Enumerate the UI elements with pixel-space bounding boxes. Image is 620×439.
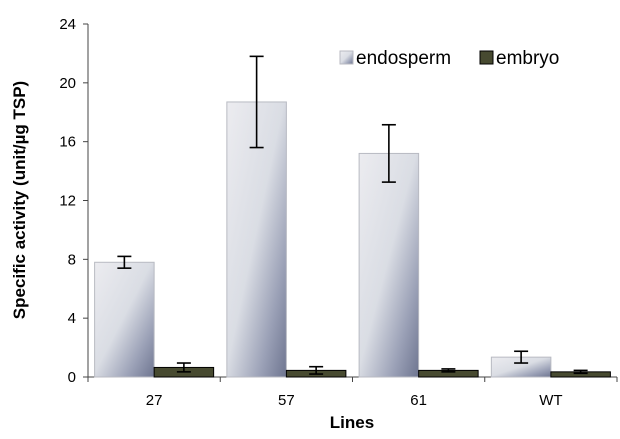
x-tick-label: 61: [410, 392, 427, 409]
y-tick-label: 12: [59, 193, 76, 210]
y-tick-label: 4: [68, 310, 76, 327]
y-tick-label: 16: [59, 134, 76, 151]
legend-swatch-endosperm: [339, 50, 354, 65]
y-tick-label: 20: [59, 75, 76, 92]
y-tick-label: 8: [68, 251, 76, 268]
x-tick-label: WT: [539, 392, 562, 409]
legend-label-embryo: embryo: [496, 48, 559, 69]
legend-swatch-embryo: [479, 50, 494, 65]
x-axis-title: Lines: [330, 413, 374, 432]
error-bars: [117, 55, 588, 375]
bar-endosperm-61: [358, 152, 420, 378]
bar-endosperm-27: [94, 261, 155, 378]
axes: [87, 24, 617, 378]
legend: endosperm embryo: [339, 48, 559, 69]
y-tick-label: 0: [68, 369, 76, 386]
bars: [94, 101, 611, 378]
y-axis-title: Specific activity (unit/µg TSP): [10, 81, 29, 319]
y-ticks: 0 4 8 12 16 20 24: [59, 16, 88, 386]
x-tick-label: 57: [278, 392, 295, 409]
x-ticks: 27 57 61 WT: [87, 377, 618, 409]
x-tick-label: 27: [146, 392, 163, 409]
legend-label-endosperm: endosperm: [356, 48, 451, 69]
y-tick-label: 24: [59, 16, 76, 33]
